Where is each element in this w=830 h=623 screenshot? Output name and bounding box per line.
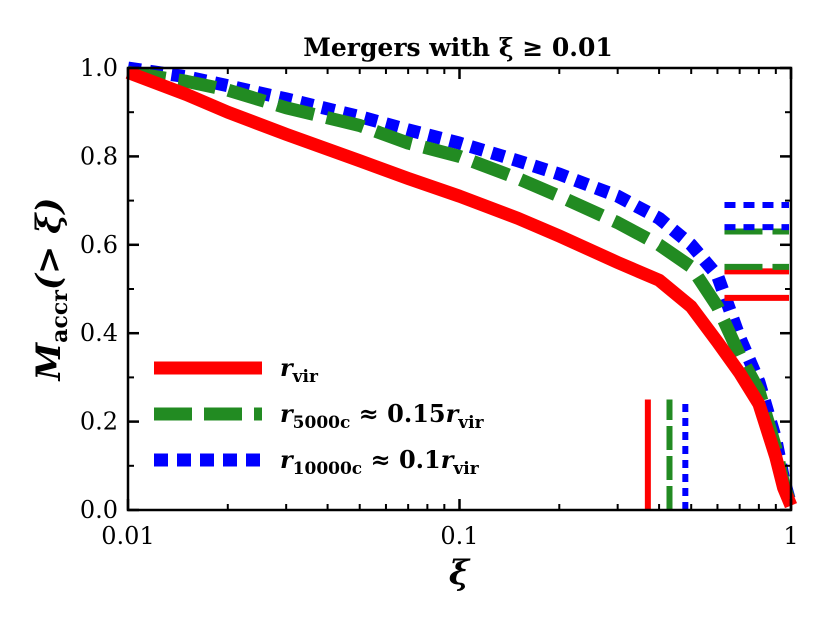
y-tick-label: 0.6 bbox=[80, 231, 118, 259]
legend-label-2: r5000c ≈ 0.15rvir bbox=[280, 399, 485, 433]
plot-frame bbox=[126, 66, 793, 512]
series-line-1 bbox=[125, 66, 797, 509]
y-tick-label: 0.2 bbox=[80, 408, 118, 436]
x-tick-label: 1 bbox=[783, 522, 798, 550]
x-tick-label: 0.01 bbox=[101, 522, 154, 550]
plot-area: 0.01 0.1 1 0.0 0.2 0.4 0.6 0.8 1.0 bbox=[80, 54, 799, 550]
x-axis-label: ξ bbox=[449, 553, 471, 593]
legend-label-3: r10000c ≈ 0.1rvir bbox=[280, 445, 480, 479]
legend: rvir r5000c ≈ 0.15rvir r10000c ≈ 0.1rvir bbox=[154, 353, 485, 479]
x-tick-label: 0.1 bbox=[440, 522, 478, 550]
series-layer bbox=[125, 61, 798, 509]
series-line-3 bbox=[127, 61, 798, 508]
y-tick-label: 0.8 bbox=[80, 142, 118, 170]
legend-label-1: rvir bbox=[280, 353, 319, 387]
marker-layer bbox=[644, 202, 789, 510]
tick-layer: 0.01 0.1 1 0.0 0.2 0.4 0.6 0.8 1.0 bbox=[80, 54, 799, 550]
y-axis-label: Maccr(> ξ) bbox=[29, 198, 73, 382]
y-tick-label: 1.0 bbox=[80, 54, 118, 82]
y-tick-label: 0.0 bbox=[80, 496, 118, 524]
chart-title: Mergers with ξ ≥ 0.01 bbox=[303, 33, 613, 62]
y-tick-label: 0.4 bbox=[80, 319, 118, 347]
